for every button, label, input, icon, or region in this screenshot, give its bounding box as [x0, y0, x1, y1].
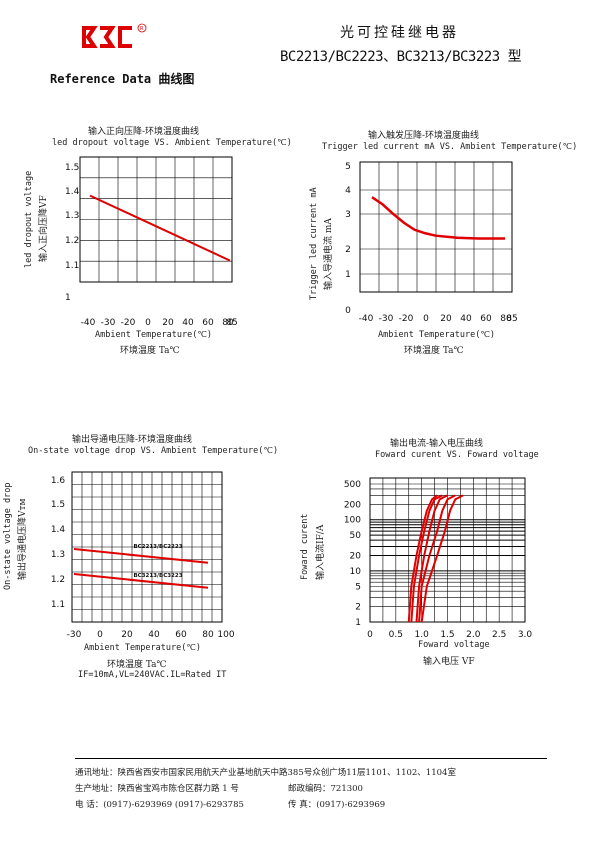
- chart1-xtick: 0: [145, 318, 151, 328]
- chart1-ytick: 1.2: [65, 236, 79, 246]
- chart1-ytick: 1.4: [65, 187, 80, 197]
- section-title: Reference Data 曲线图: [50, 72, 195, 86]
- chart2-xtick: 80: [500, 314, 512, 324]
- chart4-series-line: [418, 494, 456, 623]
- chart3-ytick: 1.4: [51, 525, 66, 535]
- chart3-ytick: 1.3: [51, 550, 65, 560]
- chart1-xtick: -30: [101, 318, 116, 328]
- chart2-series-line: [371, 196, 505, 240]
- company-logo: R: [82, 23, 147, 48]
- chart2-xtick: -30: [379, 314, 394, 324]
- chart4-ytick: 5: [355, 582, 361, 592]
- chart3-series-line: [73, 548, 209, 564]
- chart4-xlabel-en: Foward voltage: [418, 640, 490, 650]
- chart1-ytick: 1.1: [65, 261, 79, 271]
- chart4-ytick: 20: [350, 551, 362, 561]
- chart1-title-en: led dropout voltage VS. Ambient Temperat…: [52, 138, 292, 148]
- chart3-title-cn: 输出导通电压降-环境温度曲线: [72, 435, 193, 445]
- chart1-xtick: -40: [81, 318, 96, 328]
- chart1-xtick: 85: [226, 318, 237, 328]
- chart4-ytick: 2: [355, 603, 361, 613]
- chart2-title-cn: 输入触发压降-环境温度曲线: [368, 131, 480, 141]
- chart3-xlabel-cn: 环境温度 Ta℃: [107, 660, 167, 670]
- chart3-ytick: 1.1: [51, 600, 65, 610]
- chart2-xtick: -40: [359, 314, 374, 324]
- chart4-xtick: 2.0: [466, 630, 481, 640]
- footer-address: 通讯地址：陕西省西安市国家民用航天产业基地航天中路385号众创广场11层1101…: [75, 768, 456, 778]
- chart3-series-label: BC3213/BC3223: [133, 573, 182, 579]
- chart3-ytick: 1.2: [51, 575, 65, 585]
- footer-postcode: 邮政编码：721300: [288, 784, 363, 794]
- chart1-ytick: 1: [65, 293, 71, 303]
- chart1-xtick: 60: [202, 318, 214, 328]
- chart1-ytick: 1.3: [65, 211, 79, 221]
- footer-divider: [75, 758, 547, 759]
- chart1-xlabel-cn: 环境温度 Ta℃: [120, 346, 180, 356]
- chart3-xtick: -30: [67, 630, 82, 640]
- chart1-xlabel-en: Ambient Temperature(℃): [95, 330, 213, 340]
- footer-fax: 传 真：(0917)-6293969: [288, 800, 386, 810]
- chart4-series-line: [415, 494, 448, 623]
- chart2-ytick: 3: [345, 210, 351, 220]
- chart2-xlabel-cn: 环境温度 Ta℃: [404, 346, 464, 356]
- chart4-xtick: 1.0: [415, 630, 430, 640]
- chart4-ytick: 200: [344, 500, 361, 510]
- chart1-title-cn: 输入正向压降-环境温度曲线: [88, 127, 200, 137]
- chart3-xtick: 20: [121, 630, 133, 640]
- svg-text:R: R: [140, 26, 144, 32]
- chart3-series-line: [73, 573, 209, 589]
- footer-phone: 电 话：(0917)-6293969 (0917)-6293785: [75, 800, 244, 810]
- chart3-ytick: 1.5: [51, 500, 65, 510]
- chart4-ytick: 50: [350, 531, 362, 541]
- chart1-xtick: -20: [121, 318, 136, 328]
- chart3-series-label: BC2213/BC2223: [133, 544, 182, 550]
- chart4-xtick: 2.5: [492, 630, 506, 640]
- chart1-xtick: 40: [182, 318, 194, 328]
- chart2-ytick: 1: [345, 270, 351, 280]
- chart3-xlabel-en: Ambient Temperature(℃): [84, 643, 202, 653]
- chart1-xtick: 20: [162, 318, 174, 328]
- charts-canvas: 11.11.21.31.41.5-40 -30 -20 0 20 40 60 80850123…: [51, 156, 533, 640]
- chart2-xtick: 85: [506, 314, 517, 324]
- chart2-xtick: 60: [480, 314, 492, 324]
- chart4-ytick: 500: [344, 480, 361, 490]
- chart4-ytick: 1: [355, 618, 361, 628]
- chart2-xtick: 0: [423, 314, 429, 324]
- chart4-xtick: 3.0: [518, 630, 533, 640]
- chart4-series-line: [410, 494, 443, 623]
- chart2-ytick: 4: [345, 186, 351, 196]
- chart4-xtick: 1.5: [440, 630, 454, 640]
- product-models: BC2213/BC2223、BC3213/BC3223 型: [280, 49, 522, 65]
- chart4-xtick: 0.5: [389, 630, 403, 640]
- chart2-xtick: 40: [460, 314, 472, 324]
- chart3-ytick: 1.6: [51, 476, 66, 486]
- chart2-ytick: 5: [345, 162, 351, 172]
- chart3-xtick: 40: [148, 630, 160, 640]
- chart4-ytick: 10: [350, 567, 362, 577]
- chart3-xtick: 100: [217, 630, 234, 640]
- chart4-series-line: [420, 494, 464, 623]
- product-title-cn: 光可控硅继电器: [340, 25, 459, 41]
- chart1-ytick: 1.5: [65, 163, 79, 173]
- chart1-xtick: 80: [222, 318, 234, 328]
- chart2-title-en: Trigger led current mA VS. Ambient Tempe…: [322, 142, 578, 152]
- chart2-xtick: -20: [399, 314, 414, 324]
- chart2-ytick: 0: [345, 306, 351, 316]
- footer-factory: 生产地址：陕西省宝鸡市陈仓区群力路 1 号: [75, 784, 239, 794]
- chart3-title-en: On-state voltage drop VS. Ambient Temper…: [28, 446, 279, 456]
- chart4-title-cn: 输出电流-输入电压曲线: [390, 439, 484, 449]
- chart3-xtick: 0: [97, 630, 103, 640]
- chart3-note: IF=10mA,VL=240VAC.IL=Rated IT: [78, 670, 227, 680]
- chart4-series-line: [407, 494, 438, 623]
- chart3-xtick: 60: [175, 630, 187, 640]
- chart4-title-en: Foward curent VS. Foward voltage: [375, 450, 539, 460]
- chart3-xtick: 80: [202, 630, 214, 640]
- chart2-xlabel-en: Ambient Temperature(℃): [378, 330, 496, 340]
- chart2-ytick: 2: [345, 245, 351, 255]
- chart4-ytick: 100: [344, 516, 361, 526]
- chart4-xtick: 0: [367, 630, 373, 640]
- chart2-xtick: 20: [440, 314, 452, 324]
- chart1-series-line: [89, 194, 231, 262]
- chart4-xlabel-cn: 输入电压 VF: [423, 657, 475, 667]
